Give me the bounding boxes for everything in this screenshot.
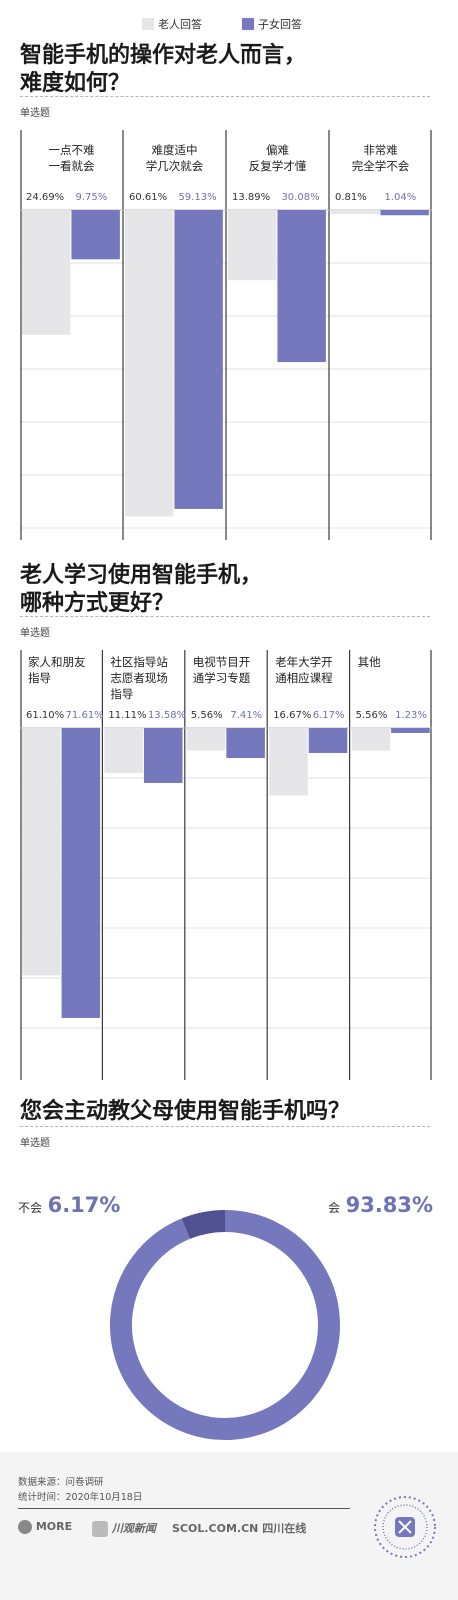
category-label: 家人和朋友 指导	[28, 655, 86, 685]
category-label: 偏难 反复学才懂	[248, 143, 307, 173]
logo-scol-text: SCOL.COM.CN 四川在线	[172, 1522, 307, 1535]
data-label-children: 71.61%	[65, 710, 104, 721]
logo-chuanguan-text: 川观新闻	[111, 1522, 156, 1535]
category-label: 其他	[357, 655, 381, 669]
data-label-elderly: 24.69%	[26, 192, 65, 203]
category-label: 难度适中 学几次就会	[145, 143, 204, 173]
more-logo-icon	[18, 1520, 32, 1534]
section3-subtitle: 单选题	[20, 1138, 50, 1149]
data-label-elderly: 61.10%	[26, 710, 65, 721]
legend-label-elderly: 老人回答	[158, 18, 202, 31]
bar-elderly	[22, 210, 71, 335]
category-label: 一点不难 一看就会	[48, 143, 95, 173]
section1-divider	[20, 96, 430, 97]
qr-code-icon	[374, 1496, 436, 1558]
donut-slice-yes	[110, 1210, 340, 1440]
data-label-elderly: 16.67%	[273, 710, 312, 721]
chart-learning-method: 家人和朋友 指导 61.10% 71.61% 社区指导站 志愿者现场 指导 11.11% 13.…	[20, 650, 432, 1080]
section1-title-line1: 智能手机的操作对老人而言，	[20, 43, 307, 68]
section2-title-line1: 老人学习使用智能手机，	[20, 563, 263, 588]
chuanguan-logo-icon	[92, 1521, 108, 1537]
donut-label-yes-value: 93.83%	[345, 1193, 434, 1217]
category-label: 电视节目开 通学习专题	[192, 655, 251, 685]
category-label: 社区指导站 志愿者现场 指导	[110, 655, 168, 701]
data-label-children: 1.04%	[384, 192, 417, 203]
bar-children	[380, 210, 429, 216]
chart-2-svg	[20, 650, 432, 1080]
bar-elderly	[22, 728, 61, 976]
data-label-children: 9.75%	[75, 192, 108, 203]
chart-difficulty: 一点不难 一看就会 24.69% 9.75% 难度适中 学几次就会 60.61% 59.13%…	[20, 130, 432, 540]
donut-label-yes-text: 会	[328, 1201, 341, 1215]
logo-chuanguan: 川观新闻	[92, 1520, 156, 1537]
data-label-elderly: 5.56%	[355, 710, 388, 721]
section2-subtitle: 单选题	[20, 628, 50, 639]
data-label-elderly: 60.61%	[129, 192, 168, 203]
donut-slice-no	[181, 1210, 226, 1240]
data-label-children: 6.17%	[312, 710, 345, 721]
chart-1-svg	[20, 130, 432, 540]
section2-title-line2: 哪种方式更好？	[20, 591, 175, 616]
bar-children	[391, 728, 430, 733]
bar-elderly	[104, 728, 143, 773]
bar-children	[308, 728, 348, 753]
data-label-children: 59.13%	[178, 192, 217, 203]
section1-title-line2: 难度如何？	[20, 71, 131, 96]
bar-elderly	[351, 728, 391, 751]
donut-label-no-value: 6.17%	[47, 1193, 121, 1217]
bar-children	[143, 728, 183, 783]
bar-children	[226, 728, 265, 759]
bar-children	[277, 210, 326, 363]
footer-rule	[18, 1508, 350, 1509]
bar-elderly	[331, 210, 380, 215]
category-label: 非常难 完全学不会	[351, 143, 410, 173]
legend-swatch-children	[242, 18, 254, 30]
bar-elderly	[269, 728, 308, 796]
legend-label-children: 子女回答	[258, 18, 302, 31]
data-label-elderly: 0.81%	[335, 192, 367, 203]
section3-divider	[20, 1126, 430, 1127]
section3-title: 您会主动教父母使用智能手机吗？	[20, 1099, 351, 1124]
data-label-children: 7.41%	[230, 710, 263, 721]
data-label-elderly: 13.89%	[232, 192, 271, 203]
bar-children	[61, 728, 101, 1018]
footer-source: 数据来源：问卷调研	[18, 1477, 104, 1488]
bar-children	[174, 210, 223, 509]
logo-scol: SCOL.COM.CN 四川在线	[172, 1520, 306, 1536]
donut-label-no: 不会 6.17%	[18, 1193, 120, 1217]
data-label-children: 1.23%	[395, 710, 427, 721]
data-label-elderly: 11.11%	[108, 710, 147, 721]
data-label-children: 30.08%	[281, 192, 320, 203]
donut-label-yes: 会 93.83%	[328, 1193, 433, 1217]
footer-date: 统计时间：2020年10月18日	[18, 1492, 143, 1503]
bar-elderly	[186, 728, 226, 751]
legend-swatch-elderly	[142, 18, 154, 30]
section1-subtitle: 单选题	[20, 108, 50, 119]
logo-more: MORE	[18, 1520, 72, 1534]
bar-children	[71, 210, 120, 260]
category-label: 老年大学开 通相应课程	[275, 655, 333, 685]
logo-more-text: MORE	[35, 1520, 73, 1533]
bar-elderly	[228, 210, 277, 281]
section2-divider	[20, 616, 430, 617]
donut-label-no-text: 不会	[18, 1201, 43, 1215]
legend: 老人回答 子女回答	[0, 14, 458, 32]
bar-elderly	[125, 210, 174, 517]
data-label-elderly: 5.56%	[190, 710, 223, 721]
footer: 数据来源：问卷调研 统计时间：2020年10月18日 MORE 川观新闻 SCO…	[0, 1452, 458, 1600]
donut-chart	[110, 1210, 340, 1440]
data-label-children: 13.58%	[147, 710, 187, 721]
